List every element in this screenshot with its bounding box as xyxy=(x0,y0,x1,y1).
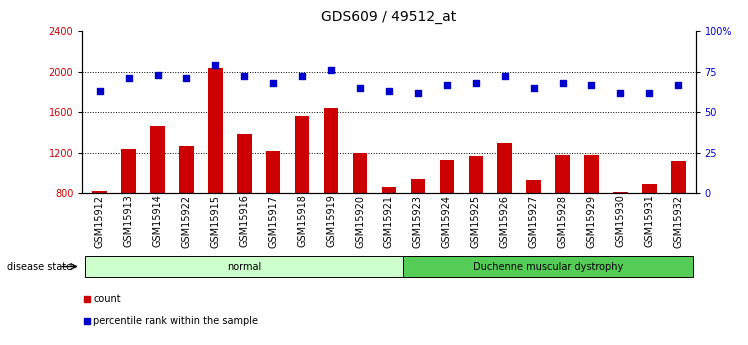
Text: GDS609 / 49512_at: GDS609 / 49512_at xyxy=(322,10,456,24)
Point xyxy=(470,80,482,86)
Point xyxy=(123,75,135,81)
Bar xyxy=(180,146,194,193)
Bar xyxy=(93,191,107,193)
Bar xyxy=(324,108,338,193)
Point xyxy=(325,67,337,73)
Bar xyxy=(671,161,685,193)
Bar xyxy=(613,192,628,193)
Point xyxy=(180,75,192,81)
Point xyxy=(643,90,655,96)
Bar xyxy=(208,68,223,193)
Point xyxy=(239,74,251,79)
Text: normal: normal xyxy=(227,262,261,272)
Text: percentile rank within the sample: percentile rank within the sample xyxy=(93,316,258,326)
Point xyxy=(614,90,626,96)
Point xyxy=(499,74,511,79)
Point xyxy=(441,82,453,87)
Point xyxy=(412,90,424,96)
Text: Duchenne muscular dystrophy: Duchenne muscular dystrophy xyxy=(473,262,623,272)
Bar xyxy=(266,151,280,193)
Point xyxy=(296,74,308,79)
Point xyxy=(586,82,598,87)
Bar xyxy=(237,135,251,193)
Bar xyxy=(555,155,570,193)
Point xyxy=(383,88,395,94)
Point xyxy=(152,72,164,78)
Point xyxy=(557,80,568,86)
Bar xyxy=(381,187,396,193)
Text: count: count xyxy=(93,294,120,304)
FancyBboxPatch shape xyxy=(85,256,403,277)
Point xyxy=(94,88,105,94)
Bar xyxy=(584,155,598,193)
Point xyxy=(209,62,221,68)
Bar xyxy=(411,179,425,193)
Point xyxy=(267,80,279,86)
Point xyxy=(672,82,684,87)
Bar xyxy=(295,116,310,193)
Bar xyxy=(468,156,483,193)
Bar xyxy=(121,149,136,193)
Bar xyxy=(440,160,454,193)
Point xyxy=(527,85,539,91)
Bar xyxy=(527,180,541,193)
Point xyxy=(354,85,366,91)
Text: disease state: disease state xyxy=(7,262,73,272)
Bar xyxy=(353,152,367,193)
Bar xyxy=(497,142,512,193)
Bar xyxy=(150,126,165,193)
Bar xyxy=(642,184,657,193)
FancyBboxPatch shape xyxy=(403,256,693,277)
